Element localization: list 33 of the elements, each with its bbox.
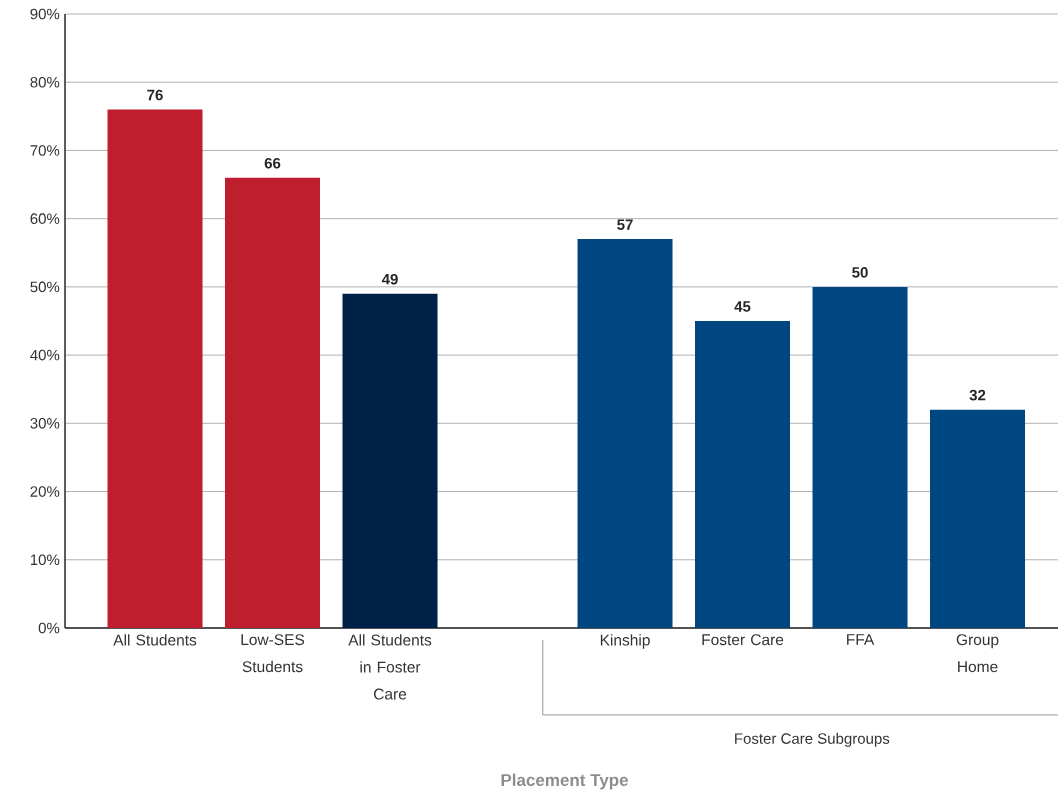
data-label: 49 — [381, 273, 398, 285]
x-axis-title: Placement Type — [501, 773, 629, 790]
y-tick-label: 0% — [38, 622, 60, 634]
y-tick-label: 10% — [30, 554, 60, 566]
y-tick-label: 50% — [30, 281, 60, 293]
bar — [577, 239, 673, 628]
data-label: 32 — [969, 389, 986, 401]
y-tick-label: 90% — [30, 8, 60, 20]
y-tick-label: 60% — [30, 213, 60, 224]
x-tick-label: Group Home — [956, 634, 999, 673]
x-tick-label: Kinship — [600, 634, 650, 649]
bar — [107, 109, 203, 628]
bar — [695, 320, 791, 628]
bar — [930, 409, 1026, 628]
x-tick-label: All Students — [113, 634, 197, 646]
y-tick-label: 30% — [30, 418, 60, 429]
x-tick-label: FFA — [847, 634, 875, 645]
y-tick-label: 70% — [30, 145, 60, 156]
data-label: 76 — [147, 89, 163, 101]
bar — [812, 286, 908, 628]
y-tick-label: 40% — [30, 349, 60, 361]
x-tick-label: Low-SES Students — [241, 634, 305, 673]
data-label: 66 — [264, 157, 281, 169]
x-tick-label: Foster Care — [702, 634, 784, 646]
bar — [342, 293, 438, 628]
y-tick-label: 80% — [30, 76, 60, 88]
data-label: 45 — [734, 301, 751, 312]
data-label: 57 — [617, 219, 633, 230]
bar — [225, 177, 321, 628]
y-tick-label: 20% — [30, 486, 60, 497]
x-tick-label: All Students in Foster Care — [348, 634, 432, 700]
text: Foster Care Subgroups — [735, 732, 890, 747]
data-label: 50 — [852, 267, 868, 278]
